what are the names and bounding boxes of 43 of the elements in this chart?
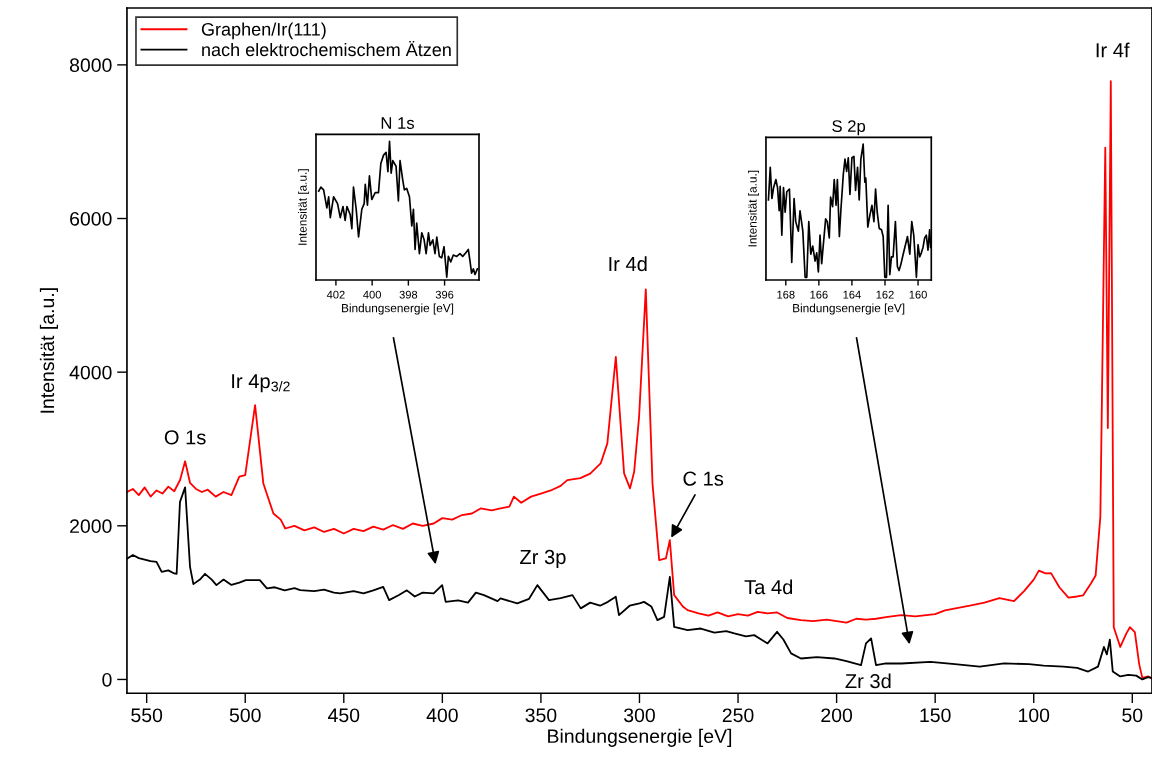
- annotation: Ta 4d: [744, 579, 793, 595]
- chart-title: N 1s: [381, 117, 415, 129]
- x-tick-label: 160: [909, 290, 927, 299]
- annotation: Ir 4p$_{3/2}$: [232, 374, 290, 393]
- annotation: C 1s: [683, 471, 724, 486]
- annotation: Zr 3d: [845, 673, 891, 689]
- y-tick-label: 0: [102, 672, 112, 687]
- x-tick-label: 400: [363, 290, 381, 299]
- x-tick-label: 100: [1018, 708, 1050, 723]
- x-tick-label: 150: [920, 708, 951, 723]
- annotation: Zr 3p: [520, 549, 566, 569]
- x-tick-label: 200: [821, 708, 853, 723]
- y-axis-title: Intensität [a.u.]: [39, 288, 58, 413]
- legend-label: Graphen/Ir(111): [201, 22, 326, 40]
- x-tick-label: 50: [1122, 708, 1143, 723]
- x-tick-label: 450: [328, 708, 360, 723]
- y-axis-title: Intensität [a.u.]: [298, 169, 310, 245]
- y-tick-label: 2000: [70, 519, 112, 534]
- x-tick-label: 500: [229, 708, 261, 723]
- x-tick-label: 396: [435, 290, 454, 299]
- y-tick-label: 6000: [70, 211, 112, 226]
- x-tick-label: 400: [426, 708, 458, 723]
- x-tick-label: 250: [722, 708, 754, 723]
- annotation: Ir 4d: [609, 256, 647, 272]
- x-tick-label: 166: [810, 290, 828, 299]
- y-axis-title: Intensität [a.u.]: [748, 170, 760, 247]
- x-axis-title: Bindungsenergie [eV]: [342, 303, 454, 315]
- x-tick-label: 350: [525, 708, 557, 723]
- legend-label: nach elektrochemischem Ätzen: [202, 40, 451, 57]
- y-tick-label: 8000: [69, 58, 112, 73]
- x-tick-label: 168: [777, 290, 795, 299]
- x-tick-label: 300: [624, 708, 655, 723]
- chart-title: S 2p: [832, 120, 866, 136]
- x-tick-label: 402: [326, 290, 345, 299]
- x-axis-title: Bindungsenergie [eV]: [548, 728, 732, 747]
- x-tick-label: 398: [399, 290, 418, 299]
- x-tick-label: 550: [131, 708, 163, 723]
- x-tick-label: 164: [843, 290, 861, 299]
- annotation: Ir 4f: [1096, 42, 1130, 58]
- x-tick-label: 162: [876, 290, 894, 299]
- x-axis-title: Bindungsenergie [eV]: [793, 303, 905, 315]
- y-tick-label: 4000: [69, 365, 112, 380]
- annotation: O 1s: [164, 430, 206, 445]
